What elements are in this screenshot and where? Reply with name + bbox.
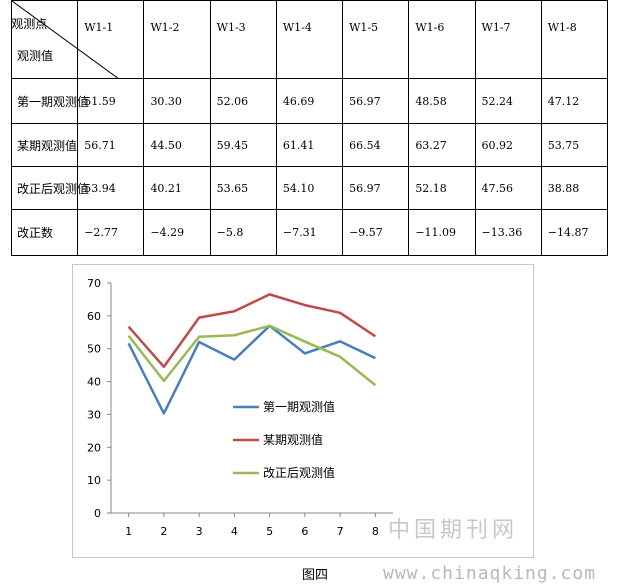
- row-label: 某期观测值: [10, 123, 79, 167]
- column-header: W1-8: [540, 0, 609, 79]
- table-row: 改正后观测值 53.94 40.21 53.65 54.10 56.97 52.…: [10, 166, 609, 210]
- table-cell: −2.77: [77, 209, 145, 256]
- series-line: [127, 324, 376, 415]
- table-cell: 56.97: [342, 78, 410, 124]
- legend-label: 改正后观测值: [263, 465, 335, 480]
- table-row: 改正数 −2.77 −4.29 −5.8 −7.31 −9.57 −11.09 …: [10, 209, 609, 256]
- table-cell: 51.59: [77, 78, 145, 124]
- y-tick-label: 30: [87, 408, 101, 421]
- table-header-row: 观测点 观测值 W1-1 W1-2 W1-3 W1-4 W1-5 W1-6 W1…: [10, 0, 609, 79]
- column-header: W1-5: [342, 0, 410, 79]
- y-tick-label: 0: [94, 507, 101, 520]
- table-cell: −9.57: [342, 209, 410, 256]
- table-cell: −14.87: [540, 209, 609, 256]
- table-cell: 46.69: [275, 78, 344, 124]
- corner-bottom-label: 观测值: [17, 49, 54, 63]
- table-cell: −13.36: [474, 209, 542, 256]
- table-cell: 63.27: [408, 123, 476, 167]
- legend-label: 某期观测值: [263, 432, 323, 447]
- table-cell: 56.97: [342, 166, 410, 210]
- series-line: [127, 293, 377, 369]
- watermark-url: www.chinaqking.com: [383, 563, 597, 584]
- x-tick-label: 6: [301, 525, 308, 538]
- x-tick-label: 4: [231, 525, 238, 538]
- corner-diagonal: [12, 1, 119, 79]
- table-cell: 52.24: [474, 78, 542, 124]
- table-cell: 53.94: [77, 166, 145, 210]
- table-cell: 66.54: [342, 123, 410, 167]
- column-header: W1-1: [77, 0, 145, 79]
- table-cell: 52.18: [408, 166, 476, 210]
- y-tick-label: 10: [87, 474, 101, 487]
- y-tick-label: 50: [87, 343, 101, 356]
- figure-caption: 图四: [302, 568, 329, 583]
- table-cell: 54.10: [275, 166, 344, 210]
- x-tick-label: 3: [196, 525, 203, 538]
- table-cell: 53.65: [209, 166, 277, 210]
- table-cell: 52.06: [209, 78, 277, 124]
- table-row: 第一期观测值 51.59 30.30 52.06 46.69 56.97 48.…: [10, 78, 609, 124]
- column-header: W1-7: [474, 0, 542, 79]
- column-header: W1-2: [143, 0, 211, 79]
- series-line: [127, 324, 377, 387]
- table-cell: 48.58: [408, 78, 476, 124]
- row-label: 改正后观测值: [10, 166, 89, 210]
- y-tick-label: 20: [87, 441, 101, 454]
- y-tick-label: 70: [87, 277, 101, 290]
- table-corner-cell: 观测点 观测值: [10, 0, 119, 79]
- table-cell: 44.50: [143, 123, 211, 167]
- table-cell: 56.71: [77, 123, 145, 167]
- table-cell: −4.29: [143, 209, 211, 256]
- table-cell: −11.09: [408, 209, 476, 256]
- table-cell: 40.21: [143, 166, 211, 210]
- observation-table: 观测点 观测值 W1-1 W1-2 W1-3 W1-4 W1-5 W1-6 W1…: [10, 0, 609, 256]
- table-cell: 59.45: [209, 123, 277, 167]
- table-cell: 47.12: [540, 78, 609, 124]
- row-label: 第一期观测值: [10, 78, 89, 124]
- corner-top-label: 观测点: [11, 17, 48, 31]
- y-tick-label: 60: [87, 310, 101, 323]
- table-cell: 61.41: [275, 123, 344, 167]
- x-tick-label: 5: [266, 525, 273, 538]
- x-tick-label: 2: [160, 525, 167, 538]
- column-header: W1-4: [275, 0, 344, 79]
- table-cell: −5.8: [209, 209, 277, 256]
- x-tick-label: 8: [372, 525, 379, 538]
- table-row: 某期观测值 56.71 44.50 59.45 61.41 66.54 63.2…: [10, 123, 609, 167]
- row-label: 改正数: [10, 209, 79, 256]
- table-cell: 53.75: [540, 123, 609, 167]
- table-cell: 47.56: [474, 166, 542, 210]
- table-cell: 38.88: [540, 166, 609, 210]
- column-header: W1-3: [209, 0, 277, 79]
- chart-frame: 0 10 20 30 40 50 60 70 1 2 3 4 5 6 7 8 第一期观测值 某期观测值改正后观测值: [72, 264, 534, 558]
- table-cell: −7.31: [275, 209, 344, 256]
- x-tick-label: 1: [125, 525, 132, 538]
- column-header: W1-6: [408, 0, 476, 79]
- table-cell: 30.30: [143, 78, 211, 124]
- y-tick-label: 40: [87, 376, 101, 389]
- legend-label: 第一期观测值: [263, 399, 335, 414]
- x-tick-label: 7: [337, 525, 344, 538]
- watermark-text: 中国期刊网: [388, 518, 519, 543]
- table-cell: 60.92: [474, 123, 542, 167]
